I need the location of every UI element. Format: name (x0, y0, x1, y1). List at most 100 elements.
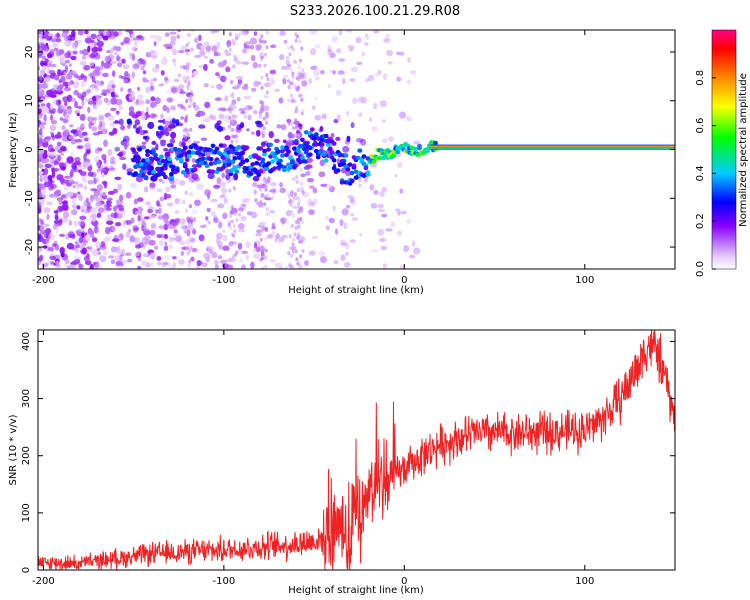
spectral-blob (83, 75, 87, 83)
spectral-blob (72, 184, 76, 189)
ridge-blob (170, 164, 176, 169)
spectral-blob (122, 219, 127, 228)
spectral-blob (186, 216, 190, 221)
spectral-blob (295, 180, 299, 184)
y-tick-label: 0 (21, 567, 32, 573)
spectral-blob (201, 262, 208, 268)
spectral-blob (263, 63, 267, 68)
spectral-blob (188, 249, 192, 253)
spectral-blob (191, 247, 198, 253)
spectral-blob (90, 85, 94, 90)
spectral-blob (86, 88, 91, 94)
ridge-blob (280, 145, 285, 150)
spectral-blob (397, 230, 403, 236)
spectral-blob (79, 50, 83, 55)
ridge-blob (240, 150, 246, 156)
ridge-blob (133, 171, 139, 176)
spectral-blob (264, 82, 271, 88)
spectral-blob (213, 217, 219, 224)
ridge-blob (369, 154, 375, 159)
spectral-blob (98, 114, 105, 121)
spectral-blob (80, 165, 87, 170)
spectral-blob (279, 182, 283, 188)
spectral-blob (290, 210, 294, 215)
spectral-blob (64, 185, 68, 191)
spectral-blob (223, 197, 228, 204)
spectral-blob (301, 220, 305, 225)
spectral-blob (73, 181, 79, 185)
spectral-blob (184, 127, 188, 132)
spectral-blob (83, 153, 87, 161)
ridge-blob (190, 150, 196, 155)
spectral-blob (173, 60, 177, 67)
spectral-blob (407, 79, 411, 85)
spectral-blob (253, 253, 261, 259)
spectral-blob (300, 206, 304, 211)
spectral-blob (61, 132, 66, 139)
spectral-blob (203, 41, 210, 46)
spectral-blob (397, 211, 401, 216)
spectral-blob (242, 198, 248, 204)
spectral-blob (137, 265, 142, 269)
spectral-blob (135, 251, 141, 257)
spectral-blob (139, 101, 145, 105)
spectral-blob (79, 60, 87, 66)
spectral-blob (338, 58, 346, 62)
ridge-blob (266, 161, 271, 166)
spectral-blob (292, 205, 300, 209)
spectral-blob (50, 261, 55, 265)
spectral-blob (293, 246, 297, 251)
spectral-blob (68, 135, 74, 140)
spectral-blob (180, 46, 187, 51)
ridge-blob (339, 180, 345, 185)
spectral-blob (121, 58, 126, 64)
spectral-blob (297, 133, 301, 137)
spectral-blob (377, 228, 385, 236)
spectral-blob (152, 113, 158, 118)
spectral-blob (347, 45, 355, 49)
spectral-blob (357, 96, 365, 104)
spectral-blob (236, 97, 241, 102)
spectral-blob (38, 148, 42, 153)
spectral-blob (359, 232, 363, 237)
spectral-blob (217, 203, 225, 209)
spectral-blob (245, 41, 252, 45)
spectrogram-xlabel: Height of straight line (km) (288, 285, 424, 296)
spectral-blob (55, 227, 59, 235)
spectral-blob (231, 104, 235, 109)
spectral-blob (155, 130, 160, 137)
spectral-blob (50, 38, 57, 43)
ridge-blob (210, 143, 216, 148)
ridge-blob (167, 156, 172, 162)
ridge-blob (260, 157, 266, 162)
spectral-blob (188, 204, 192, 209)
spectral-blob (227, 223, 231, 228)
ridge-blob (172, 146, 178, 152)
spectral-blob (53, 160, 59, 166)
spectral-blob (295, 106, 299, 110)
ridge-blob (349, 178, 355, 183)
spectral-blob (350, 122, 355, 129)
spectral-blob (288, 246, 292, 251)
spectral-blob (79, 215, 87, 220)
spectral-blob (106, 49, 111, 54)
spectral-blob (41, 106, 49, 114)
spectral-blob (346, 110, 350, 117)
spectral-blob (234, 84, 238, 89)
spectral-blob (299, 58, 302, 63)
spectral-blob (305, 171, 311, 176)
spectral-blob (297, 65, 301, 70)
spectral-blob (283, 39, 288, 44)
y-tick-label: 200 (21, 446, 32, 465)
spectral-blob (301, 249, 305, 254)
spectral-blob (88, 61, 94, 67)
spectral-blob (143, 225, 147, 232)
ridge-blob (206, 169, 212, 174)
ridge-blob (153, 152, 158, 158)
spectral-blob (220, 259, 227, 265)
spectral-blob (98, 81, 102, 87)
spectral-blob (173, 229, 178, 234)
spectral-blob (57, 69, 62, 77)
spectral-blob (115, 222, 122, 227)
spectral-blob (347, 195, 354, 199)
